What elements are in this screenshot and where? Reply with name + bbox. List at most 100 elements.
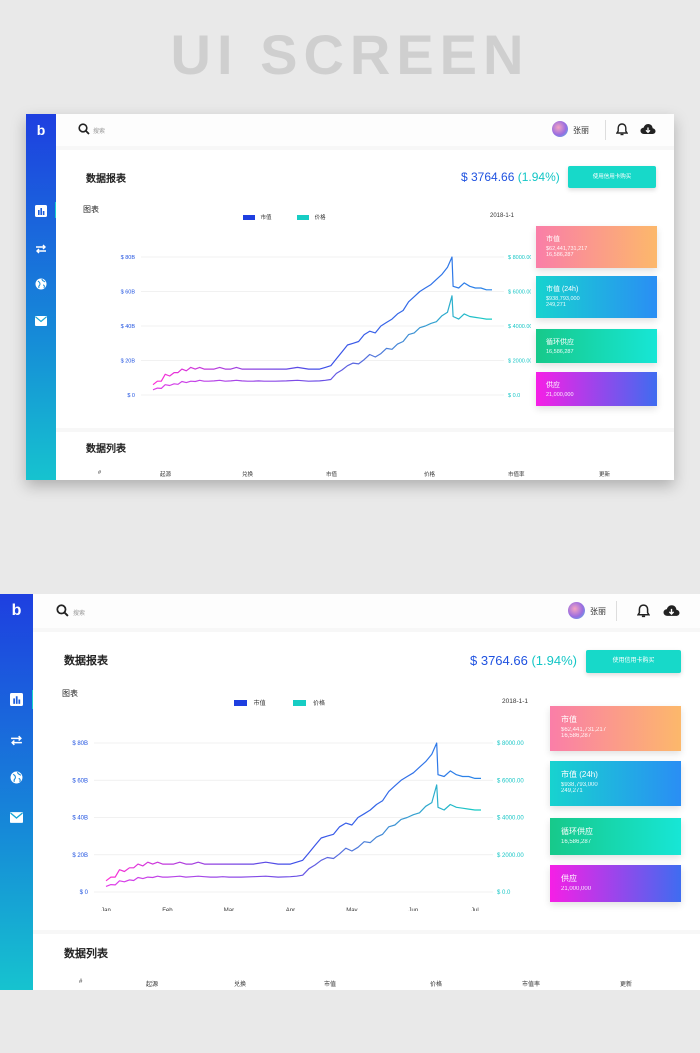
column-header-origin[interactable]: 起源 (146, 982, 159, 988)
topbar-divider (605, 120, 606, 140)
top-bar: 搜索 张丽 (33, 594, 700, 628)
y-right-tick-label: $ 4000.00 (508, 324, 531, 330)
card-title: 供应 (561, 874, 577, 883)
hero-title: UI SCREEN (170, 23, 530, 86)
stat-card-circulating-supply[interactable]: 循环供应 16,586,287 (550, 818, 681, 855)
card-title: 循环供应 (546, 339, 574, 346)
sidebar-item-charts[interactable] (0, 693, 33, 711)
chart-legend: 市值 价格 (234, 698, 325, 707)
y-left-tick-label: $ 0 (127, 393, 135, 399)
chart-legend: 市值 价格 (243, 213, 326, 221)
bar-chart-icon (10, 693, 23, 706)
top-bar: 搜索 张丽 (56, 114, 674, 146)
column-header-market-cap[interactable]: 市值 (324, 982, 337, 988)
column-header-updated[interactable]: 更新 (599, 472, 611, 478)
bell-icon[interactable] (637, 604, 650, 618)
column-header-updated[interactable]: 更新 (620, 982, 633, 988)
legend-swatch-market-cap (234, 700, 247, 707)
y-right-tick-label: $ 0.0 (497, 890, 511, 896)
search-icon[interactable] (56, 604, 69, 617)
search-input[interactable]: 搜索 (93, 129, 106, 135)
series-line-1 (152, 295, 492, 391)
legend-swatch-market-cap (243, 215, 255, 221)
bell-icon[interactable] (616, 123, 628, 136)
sidebar: b (0, 594, 35, 990)
stat-card-market-cap-24h[interactable]: 市值 (24h) $938,793,000 249,271 (550, 761, 681, 806)
cloud-download-icon[interactable] (663, 604, 680, 617)
cloud-download-icon[interactable] (640, 123, 656, 135)
sidebar-item-mail[interactable] (26, 313, 56, 331)
avatar[interactable] (552, 121, 568, 137)
y-left-tick-label: $ 20B (121, 359, 136, 365)
card-title: 市值 (561, 715, 577, 724)
series-line-0 (105, 742, 481, 882)
globe-icon (35, 278, 47, 290)
stat-card-supply[interactable]: 供应 21,000,000 (550, 865, 681, 902)
topbar-divider (616, 601, 617, 621)
mail-icon (10, 812, 23, 823)
sidebar-item-exchange[interactable] (26, 241, 56, 259)
column-header-index[interactable]: # (98, 470, 102, 476)
search-icon[interactable] (78, 123, 90, 135)
legend-swatch-price (293, 700, 307, 707)
buy-with-card-button[interactable]: 使用信用卡购买 (586, 650, 681, 673)
column-header-exchange[interactable]: 兑换 (242, 472, 254, 478)
column-header-market-cap-rate[interactable]: 市值率 (508, 472, 525, 478)
user-name[interactable]: 张丽 (590, 607, 606, 616)
sidebar-item-exchange[interactable] (0, 733, 33, 751)
report-panel: 数据报表 $ 3764.66 (1.94%) 使用信用卡购买 图表 市值 价格 … (56, 150, 674, 428)
sidebar-item-globe[interactable] (0, 771, 33, 789)
list-panel: 数据列表 # 起源 兑换 市值 价格 市值率 更新 (56, 432, 674, 480)
legend-label-market-cap: 市值 (260, 215, 272, 221)
column-header-market-cap-rate[interactable]: 市值率 (522, 982, 541, 988)
column-header-price[interactable]: 价格 (430, 982, 443, 988)
app-logo[interactable]: b (36, 122, 46, 138)
report-title: 数据报表 (86, 174, 126, 185)
stat-card-circulating-supply[interactable]: 循环供应 16,586,287 (536, 329, 657, 363)
card-line: 16,586,287 (546, 252, 574, 258)
y-left-tick-label: $ 0 (80, 890, 89, 896)
stat-card-market-cap[interactable]: 市值 $62,441,731,217 16,586,287 (536, 226, 657, 268)
x-tick-label: Apr (286, 908, 295, 911)
legend-swatch-price (297, 215, 310, 221)
buy-with-card-button[interactable]: 使用信用卡购买 (568, 166, 656, 188)
column-header-index[interactable]: # (79, 979, 83, 985)
price-change: (1.94%) (531, 653, 577, 668)
app-logo[interactable]: b (11, 602, 22, 619)
globe-icon (10, 771, 23, 784)
search-input[interactable]: 搜索 (73, 611, 86, 617)
user-name[interactable]: 张丽 (573, 126, 589, 135)
sidebar-item-charts[interactable] (26, 204, 56, 222)
y-right-tick-label: $ 2000.00 (508, 359, 531, 365)
y-right-tick-label: $ 8000.00 (497, 741, 524, 747)
card-line: $938,793,000 (561, 782, 598, 788)
stat-card-supply[interactable]: 供应 21,000,000 (536, 372, 657, 406)
column-header-origin[interactable]: 起源 (160, 472, 172, 478)
mail-icon (35, 316, 47, 326)
y-left-tick-label: $ 80B (121, 255, 136, 261)
y-right-tick-label: $ 4000.00 (497, 816, 524, 822)
sidebar-item-mail[interactable] (0, 810, 33, 828)
chart-date: 2018-1-1 (502, 698, 529, 705)
y-left-tick-label: $ 80B (72, 741, 88, 747)
sidebar: b (26, 114, 58, 480)
column-header-price[interactable]: 价格 (424, 472, 436, 478)
chart-label: 图表 (62, 689, 78, 698)
y-left-tick-label: $ 40B (121, 324, 136, 330)
stat-card-market-cap[interactable]: 市值 $62,441,731,217 16,586,287 (550, 706, 681, 751)
price-value: $ 3764.66 (470, 653, 528, 668)
sidebar-item-globe[interactable] (26, 277, 56, 295)
legend-label-price: 价格 (313, 701, 326, 707)
bar-chart-icon (35, 205, 47, 217)
price-display: $ 3764.66 (1.94%) (470, 653, 577, 668)
column-header-exchange[interactable]: 兑换 (234, 982, 247, 988)
report-panel: 数据报表 $ 3764.66 (1.94%) 使用信用卡购买 图表 市值 价格 … (33, 632, 700, 930)
x-tick-label: Mar (224, 908, 234, 911)
stat-card-market-cap-24h[interactable]: 市值 (24h) $938,793,000 249,271 (536, 276, 657, 318)
legend-label-price: 价格 (314, 215, 326, 221)
column-header-market-cap[interactable]: 市值 (326, 472, 338, 478)
y-right-tick-label: $ 6000.00 (497, 778, 524, 784)
x-tick-label: Jan (101, 908, 111, 911)
exchange-icon (11, 735, 22, 746)
avatar[interactable] (568, 602, 585, 619)
